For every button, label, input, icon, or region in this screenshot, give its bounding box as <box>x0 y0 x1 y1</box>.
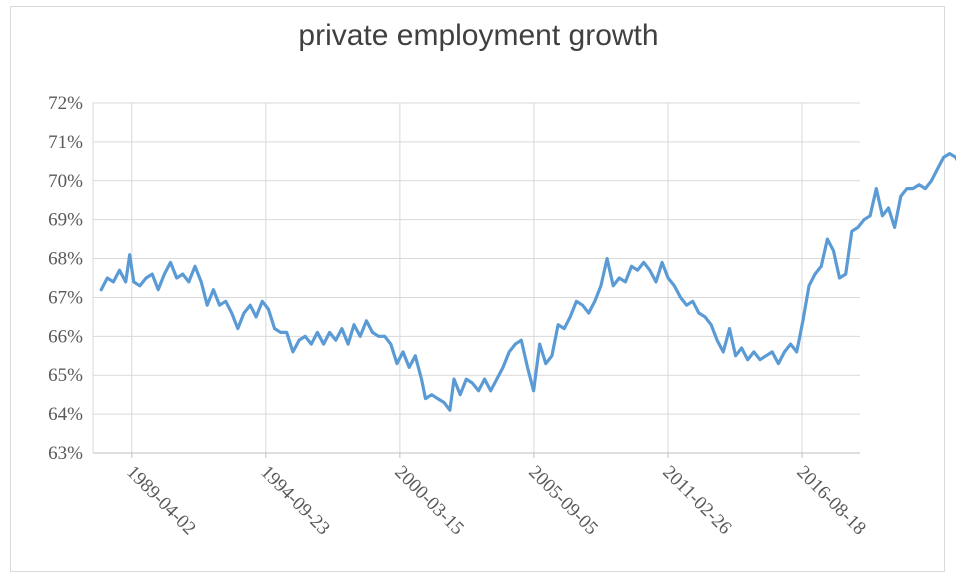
y-tick-label: 64% <box>48 404 83 425</box>
y-tick-label: 68% <box>48 249 83 270</box>
chart-area: private employment growth <box>10 6 945 572</box>
y-tick-label: 70% <box>48 171 83 192</box>
x-tick-label: 1989-04-02 <box>122 462 200 540</box>
y-tick-label: 71% <box>48 132 83 153</box>
y-tick-label: 67% <box>48 287 83 308</box>
y-tick-label: 66% <box>48 326 83 347</box>
x-tick-label: 2000-03-15 <box>390 462 468 540</box>
x-tick-label: 2011-02-26 <box>658 462 735 539</box>
x-tick-label: 2005-09-05 <box>524 462 602 540</box>
chart-title: private employment growth <box>298 19 659 52</box>
y-tick-label: 65% <box>48 365 83 386</box>
y-tick-label: 63% <box>48 443 83 464</box>
series-line <box>99 152 956 412</box>
y-tick-label: 69% <box>48 210 83 231</box>
x-tick-label: 2016-08-18 <box>792 462 870 540</box>
y-tick-label: 72% <box>48 93 83 114</box>
x-tick-label: 1994-09-23 <box>256 462 334 540</box>
